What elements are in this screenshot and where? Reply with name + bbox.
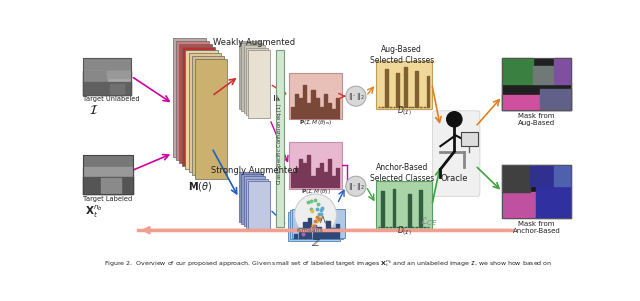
Bar [290, 210, 343, 239]
Bar [502, 166, 571, 218]
Text: $\Lambda_t$: $\Lambda_t$ [319, 214, 330, 227]
Text: Oracle: Oracle [440, 174, 468, 183]
Bar [289, 142, 342, 189]
Circle shape [447, 112, 462, 127]
Bar [246, 178, 268, 229]
Bar [195, 59, 227, 178]
Text: Aug-Based
Selected Classes: Aug-Based Selected Classes [369, 45, 434, 65]
Bar [244, 176, 265, 226]
Text: Strongly Augmented: Strongly Augmented [211, 166, 298, 175]
Text: Mask from
Aug-Based: Mask from Aug-Based [518, 113, 555, 126]
Bar [83, 156, 134, 194]
Text: $D_{(\mathcal{I})}$: $D_{(\mathcal{I})}$ [397, 104, 412, 118]
Bar [292, 209, 345, 238]
Text: $\mathbf{P}(\mathcal{I}, M(\theta))$: $\mathbf{P}(\mathcal{I}, M(\theta))$ [301, 187, 331, 196]
Circle shape [346, 86, 366, 106]
Bar [191, 56, 224, 175]
Bar [289, 73, 342, 119]
Text: Figure 2.  Overview of our proposed approach. Given small set of labeled target : Figure 2. Overview of our proposed appro… [104, 258, 552, 269]
Circle shape [346, 176, 366, 196]
Text: $\|\cdot\|_2$: $\|\cdot\|_2$ [348, 91, 364, 102]
Text: $\mathcal{L}_{CE}$: $\mathcal{L}_{CE}$ [420, 215, 438, 228]
Bar [248, 50, 270, 118]
Bar [502, 166, 571, 218]
Bar [241, 174, 263, 224]
Bar [461, 132, 477, 146]
Bar [83, 156, 134, 194]
Text: Mask from
Anchor-Based: Mask from Anchor-Based [513, 221, 561, 234]
Bar [376, 61, 432, 108]
Circle shape [294, 194, 337, 236]
Bar [276, 50, 284, 227]
Text: Class Specific Confusion eq.[1]  $\overline{\mathbf{P}}^c$: Class Specific Confusion eq.[1] $\overli… [275, 92, 285, 185]
Bar [248, 181, 270, 231]
Bar [176, 41, 209, 160]
Text: $\mathbb{Z}$: $\mathbb{Z}$ [312, 237, 321, 248]
Bar [244, 45, 265, 113]
Text: K-means: K-means [296, 228, 323, 234]
Text: $D_{(\mathcal{I})}$: $D_{(\mathcal{I})}$ [397, 224, 412, 238]
Bar [182, 47, 215, 166]
Text: $\mathbf{P}(\mathcal{I}, M(\theta)_w)$: $\mathbf{P}(\mathcal{I}, M(\theta)_w)$ [299, 118, 332, 127]
Bar [83, 58, 131, 95]
Bar [288, 212, 340, 241]
Text: $\mathcal{I}$: $\mathcal{I}$ [90, 104, 99, 117]
FancyBboxPatch shape [433, 111, 480, 196]
Bar [502, 58, 571, 110]
Bar [239, 172, 260, 222]
Text: Target Unlabeled: Target Unlabeled [83, 96, 140, 102]
Text: $\|\cdot\|_2$: $\|\cdot\|_2$ [348, 181, 364, 192]
Bar [502, 58, 571, 110]
Text: Anchor-Based
Selected Classes: Anchor-Based Selected Classes [369, 163, 434, 183]
Bar [241, 43, 263, 111]
Text: Target Labeled: Target Labeled [83, 196, 132, 201]
Bar [186, 50, 218, 169]
Bar [189, 53, 221, 172]
Bar [246, 48, 268, 115]
Text: Weakly Augmented: Weakly Augmented [213, 38, 296, 47]
Bar [376, 181, 432, 229]
Bar [83, 58, 131, 95]
Bar [173, 38, 205, 157]
Text: $\mathbf{M}(\theta)$: $\mathbf{M}(\theta)$ [188, 180, 212, 193]
Text: $\mathbf{X}_t^{n_b}$: $\mathbf{X}_t^{n_b}$ [85, 203, 103, 219]
Bar [179, 44, 212, 163]
Bar [239, 41, 260, 108]
